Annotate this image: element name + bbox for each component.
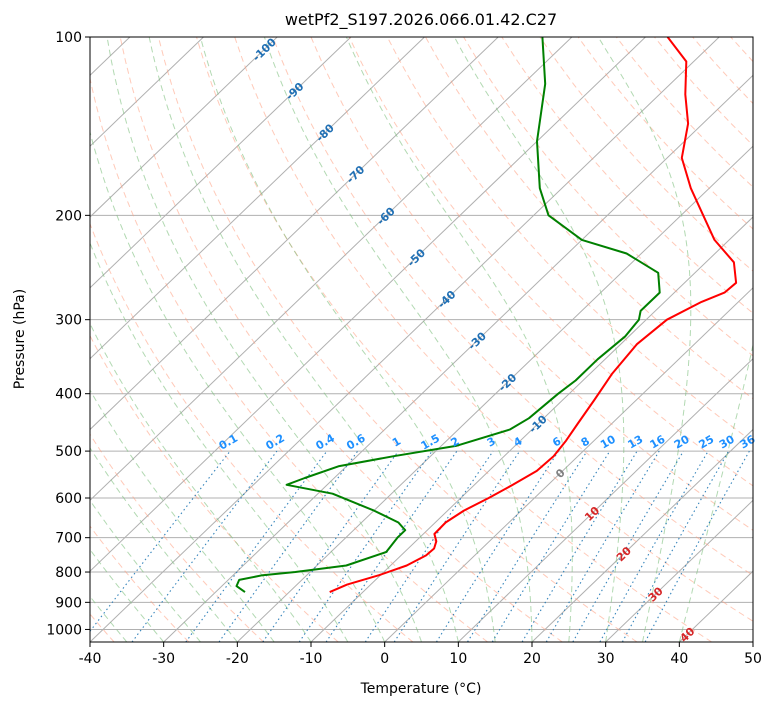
moist-adiabat-line — [90, 241, 349, 642]
mixing-ratio-line — [131, 450, 278, 642]
dry-adiabat-line — [90, 222, 414, 642]
x-tick-label: -20 — [226, 651, 249, 667]
x-axis: -40 -30 -20 -10 0 10 20 30 40 50 — [79, 642, 762, 667]
isotherm-line — [457, 357, 753, 642]
x-tick-label: 20 — [523, 651, 541, 667]
isotherm-line — [90, 37, 352, 289]
y-tick-label: 100 — [55, 30, 82, 46]
mixing-ratio-line — [262, 450, 399, 642]
mixing-ratio-line — [521, 450, 638, 642]
y-axis: 100 200 300 400 500 600 700 800 900 1000 — [46, 30, 90, 638]
x-tick-label: -40 — [79, 651, 102, 667]
y-tick-label: 200 — [55, 208, 82, 224]
y-tick-label: 600 — [55, 491, 82, 507]
x-tick-label: -10 — [300, 651, 323, 667]
mixing-ratio-line — [435, 450, 559, 642]
x-tick-label: 0 — [380, 651, 389, 667]
moist-adiabat-line — [148, 37, 459, 642]
mixing-ratio-line — [325, 450, 458, 642]
dry-adiabat-line — [119, 37, 563, 642]
dewpoint-profile-line — [235, 37, 661, 593]
y-axis-label: Pressure (hPa) — [12, 289, 28, 389]
dry-adiabat-line — [90, 76, 488, 642]
background-lines — [90, 37, 753, 642]
isotherm-line — [90, 37, 646, 572]
y-tick-label: 300 — [55, 313, 82, 329]
dry-adiabat-line — [348, 37, 753, 487]
x-tick-label: 30 — [597, 651, 615, 667]
y-tick-label: 800 — [55, 565, 82, 581]
moist-adiabat-line — [90, 595, 128, 642]
chart-title: wetPf2_S197.2026.066.01.42.C27 — [285, 10, 557, 30]
mixing-ratio-line — [467, 450, 588, 642]
mixing-ratio-line — [491, 450, 611, 642]
mixing-ratio-line — [644, 450, 750, 642]
isotherm-line — [90, 37, 204, 147]
mixing-ratio-line — [393, 450, 521, 642]
isotherm-line — [605, 499, 753, 642]
moist-adiabat-line — [90, 130, 386, 642]
moist-adiabat-line — [678, 342, 753, 642]
moist-adiabat-line — [90, 322, 312, 642]
x-tick-label: 10 — [449, 651, 467, 667]
moist-adiabat-line — [453, 37, 625, 642]
isotherm-line — [90, 37, 499, 431]
dry-adiabat-line — [386, 37, 753, 443]
isotherm-line — [90, 37, 278, 218]
moist-adiabat-line — [106, 37, 422, 642]
x-tick-label: 40 — [670, 651, 688, 667]
dry-adiabat-line — [90, 334, 339, 642]
moist-adiabat-line — [90, 548, 165, 642]
moist-adiabat-line — [345, 37, 573, 642]
mixing-ratio-line — [545, 450, 660, 642]
x-tick-label: 50 — [744, 651, 762, 667]
moist-adiabat-line — [263, 37, 533, 642]
y-tick-label: 700 — [55, 531, 82, 547]
y-tick-label: 1000 — [46, 622, 82, 638]
x-tick-label: -30 — [152, 651, 175, 667]
mixing-ratio-line — [364, 450, 494, 642]
dry-adiabat-line — [196, 37, 712, 642]
y-tick-label: 900 — [55, 595, 82, 611]
temperature-profile-line — [329, 37, 738, 594]
isotherm-line — [90, 37, 573, 502]
dry-adiabat-line — [157, 37, 638, 642]
plot-frame — [89, 36, 754, 643]
isotherm-line — [531, 428, 753, 642]
y-tick-label: 500 — [55, 444, 82, 460]
moist-adiabat-line — [90, 499, 201, 642]
moist-adiabat-line — [199, 37, 496, 642]
moist-adiabat-line — [597, 37, 692, 642]
profile-lines — [235, 37, 738, 594]
moist-adiabat-line — [90, 389, 275, 642]
isotherm-line — [163, 74, 753, 642]
isotherm-line — [236, 145, 753, 642]
x-axis-label: Temperature (°C) — [360, 681, 482, 697]
isotherm-line — [384, 287, 753, 642]
isotherm-line — [90, 37, 425, 360]
moist-adiabat-line — [90, 446, 238, 642]
y-tick-label: 400 — [55, 387, 82, 403]
isotherm-line — [90, 37, 720, 642]
